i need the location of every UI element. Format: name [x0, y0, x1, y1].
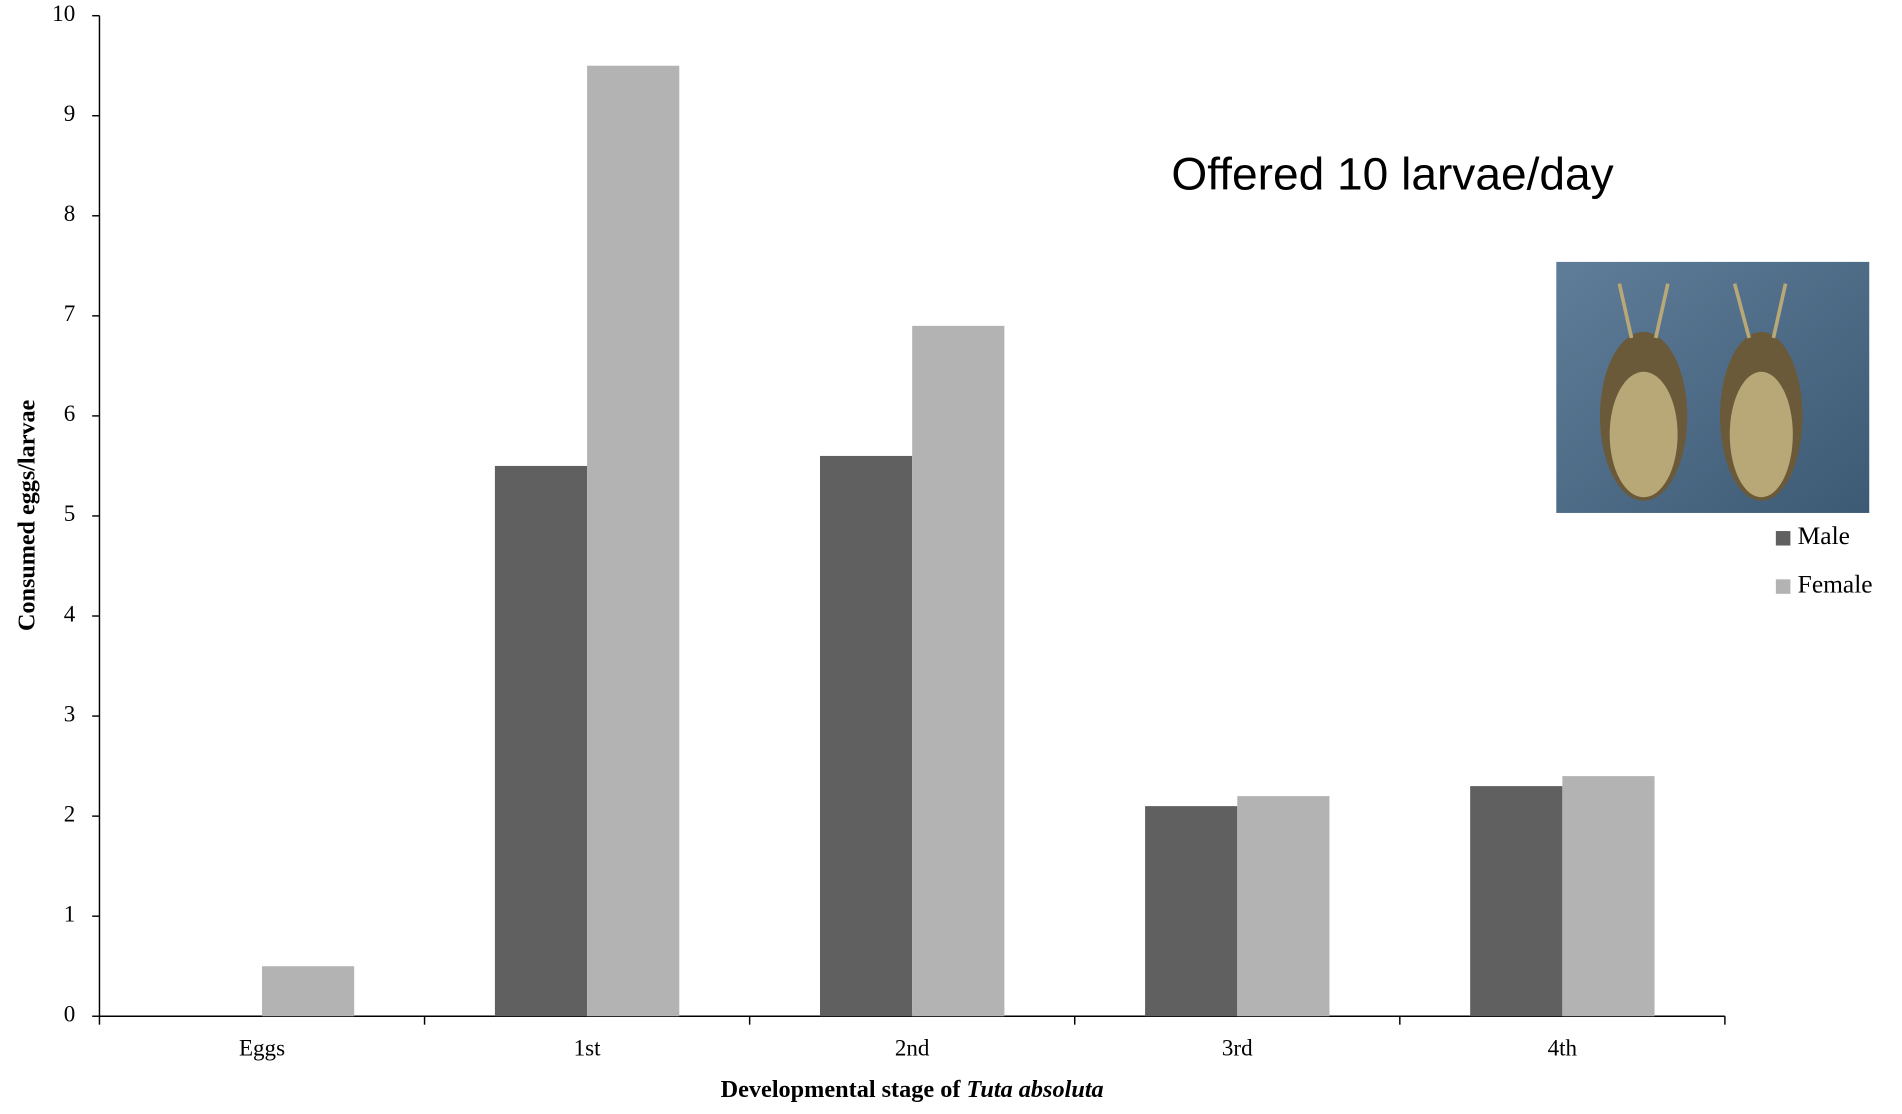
- insect-photo: [1556, 262, 1869, 513]
- bar: [1470, 786, 1562, 1016]
- bar: [495, 466, 587, 1016]
- y-tick-label: 10: [52, 1, 75, 26]
- y-tick-label: 7: [64, 301, 76, 326]
- bar: [1562, 776, 1654, 1016]
- x-tick-label: 3rd: [1222, 1035, 1253, 1060]
- y-tick-label: 8: [64, 201, 76, 226]
- annotation: Offered 10 larvae/day: [1171, 148, 1613, 200]
- legend-swatch: [1776, 531, 1791, 545]
- legend-label: Male: [1798, 522, 1850, 550]
- x-axis-label-text: Developmental stage of: [721, 1076, 962, 1103]
- legend-label: Female: [1798, 570, 1873, 598]
- x-axis-label: Developmental stage of Tuta absoluta: [721, 1076, 1104, 1103]
- bar: [820, 456, 912, 1016]
- y-tick-label: 6: [64, 401, 76, 426]
- x-tick-label: 2nd: [895, 1035, 930, 1060]
- x-axis-label-italic: Tuta absoluta: [966, 1076, 1103, 1103]
- x-tick-label: Eggs: [239, 1035, 285, 1060]
- y-axis-label: Consumed eggs/larvae: [14, 399, 41, 630]
- y-tick-label: 5: [64, 501, 76, 526]
- bar: [587, 66, 679, 1017]
- bar: [1237, 796, 1329, 1016]
- chart: Offered 10 larvae/day Consumed eggs/larv…: [0, 0, 1902, 1114]
- y-tick-label: 9: [64, 101, 76, 126]
- x-tick-label: 1st: [574, 1035, 601, 1060]
- legend-swatch: [1776, 579, 1791, 593]
- y-tick-label: 4: [64, 601, 76, 626]
- y-tick-label: 2: [64, 801, 76, 826]
- bar: [912, 326, 1004, 1016]
- x-tick-label: 4th: [1548, 1035, 1578, 1060]
- y-tick-label: 0: [64, 1002, 76, 1027]
- y-tick-label: 3: [64, 701, 76, 726]
- y-tick-label: 1: [64, 902, 76, 927]
- bar: [1145, 806, 1237, 1016]
- bar: [262, 966, 354, 1016]
